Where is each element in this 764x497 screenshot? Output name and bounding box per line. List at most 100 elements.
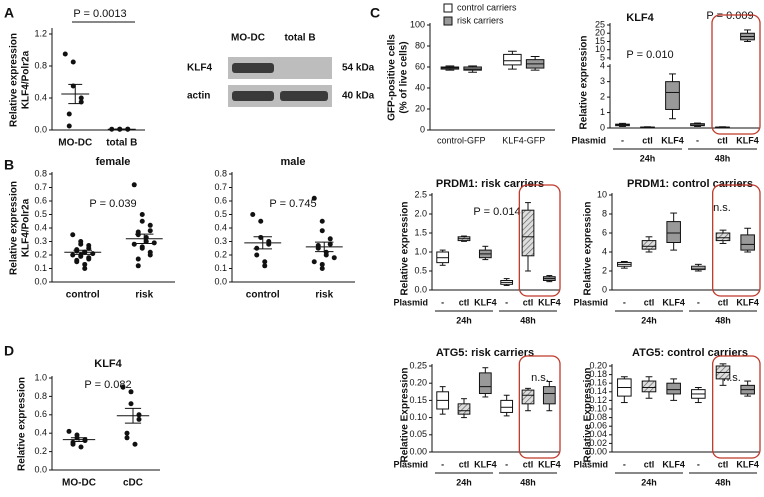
point xyxy=(78,241,84,247)
point xyxy=(86,245,92,251)
point xyxy=(258,234,264,240)
y-tick-label: 10 xyxy=(595,44,605,54)
chart-title: PRDM1: control carriers xyxy=(627,178,753,190)
y-tick-label: 0.14 xyxy=(589,386,607,396)
y-tick-label: 0.4 xyxy=(34,428,47,438)
group-label: 24h xyxy=(456,477,472,487)
x-tick-label: ctl xyxy=(523,297,534,307)
y-tick-label: 0.20 xyxy=(589,360,607,370)
y-tick-label: 0.02 xyxy=(589,438,607,448)
annotation: P = 0.039 xyxy=(89,198,136,210)
y-tick-label: 0.18 xyxy=(589,369,607,379)
y-tick-label: 0.05 xyxy=(409,429,427,439)
y-tick-label: 0.2 xyxy=(34,446,47,456)
y-tick-label: 15 xyxy=(595,36,605,46)
y-tick-label: 0 xyxy=(602,284,607,294)
chart-title: male xyxy=(280,156,305,168)
point xyxy=(78,253,84,259)
size-label: 54 kDa xyxy=(342,63,375,74)
y-tick-label: 2.0 xyxy=(414,208,427,218)
y-axis-label: Relative expression xyxy=(9,33,20,127)
x-tick-label: ctl xyxy=(717,135,728,145)
point xyxy=(147,222,153,228)
y-tick-label: 0 xyxy=(420,124,425,134)
y-tick-label: 0.00 xyxy=(589,446,607,456)
y-tick-label: 0.5 xyxy=(214,209,227,219)
group-label: 48h xyxy=(520,477,536,487)
group-label: 24h xyxy=(640,153,656,163)
highlight xyxy=(711,14,761,135)
x-tick-label: KLF4 xyxy=(661,135,684,145)
y-tick-label: 0.25 xyxy=(409,360,427,370)
highlight xyxy=(518,184,561,297)
point xyxy=(86,256,92,262)
y-tick-label: 0.12 xyxy=(589,395,607,405)
lane-label: total B xyxy=(284,33,315,44)
point xyxy=(147,252,153,258)
y-tick-label: 0.04 xyxy=(589,429,607,439)
y-tick-label: 0.0 xyxy=(34,276,47,286)
group-label: 24h xyxy=(641,477,657,487)
y-tick-label: 2 xyxy=(602,265,607,275)
point xyxy=(319,266,325,271)
x-tick-label: KLF4 xyxy=(736,297,759,307)
point xyxy=(70,252,76,258)
y-tick-label: 0.06 xyxy=(589,421,607,431)
point xyxy=(135,256,141,262)
y-axis-label: KLF4/Polr2a xyxy=(21,198,32,257)
annotation: P = 0.0013 xyxy=(73,8,126,20)
x-tick-label: MO-DC xyxy=(58,138,92,149)
point xyxy=(323,252,329,258)
point xyxy=(139,212,145,217)
y-tick-label: 0.4 xyxy=(34,222,47,232)
y-tick-label: 60 xyxy=(415,61,425,71)
group-label: 48h xyxy=(715,315,731,325)
axis-break xyxy=(606,60,614,65)
y-axis-label: Relative expression xyxy=(579,36,590,130)
y-tick-label: 1.0 xyxy=(34,372,47,382)
point xyxy=(151,240,157,246)
point xyxy=(319,218,325,224)
x-axis-label: Plasmid xyxy=(573,459,608,469)
y-tick-label: 0.3 xyxy=(214,236,227,246)
point xyxy=(250,212,256,217)
point xyxy=(135,232,141,238)
chart-title: KLF4 xyxy=(626,12,654,24)
x-tick-label: KLF4 xyxy=(736,459,759,469)
y-tick-label: 0.3 xyxy=(34,236,47,246)
size-label: 40 kDa xyxy=(342,91,375,102)
y-tick-label: 0.7 xyxy=(34,182,47,192)
point xyxy=(78,95,84,101)
y-tick-label: 0.0 xyxy=(414,284,427,294)
y-tick-label: 0.6 xyxy=(34,195,47,205)
point xyxy=(327,241,333,247)
box xyxy=(478,372,492,395)
x-axis-label: Plasmid xyxy=(393,297,428,307)
y-tick-label: 0.5 xyxy=(414,265,427,275)
x-tick-label: ctl xyxy=(459,459,470,469)
band xyxy=(232,91,274,101)
box xyxy=(641,240,657,250)
y-tick-label: 1.2 xyxy=(34,28,47,38)
y-axis-label: Relative Expression xyxy=(583,367,594,462)
box xyxy=(542,386,556,405)
y-axis-label: (% of live cells) xyxy=(399,41,410,113)
panel-label: D xyxy=(4,343,14,359)
x-tick-label: KLF4 xyxy=(736,135,759,145)
point xyxy=(136,416,142,422)
annotation: P = 0.082 xyxy=(84,379,131,391)
panel-label: B xyxy=(4,157,14,173)
chart-title: ATG5: control carriers xyxy=(632,347,748,359)
point xyxy=(258,218,264,224)
x-tick-label: ctl xyxy=(644,459,655,469)
y-axis-label: Relative expression xyxy=(17,377,28,471)
point xyxy=(82,261,88,267)
point xyxy=(254,252,260,258)
y-axis-label: Relative expression xyxy=(583,202,594,296)
band xyxy=(280,91,328,101)
x-tick-label: ctl xyxy=(718,459,729,469)
y-tick-label: 0.4 xyxy=(34,92,47,102)
x-tick-label: KLF4 xyxy=(474,459,497,469)
group-label: 24h xyxy=(641,315,657,325)
